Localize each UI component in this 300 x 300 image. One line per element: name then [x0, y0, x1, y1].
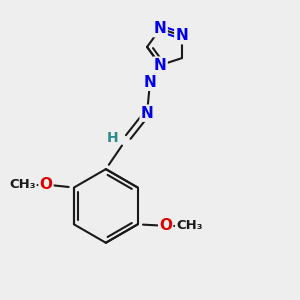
Text: O: O	[40, 177, 52, 192]
Text: CH₃: CH₃	[176, 219, 203, 232]
Text: CH₃: CH₃	[9, 178, 36, 191]
Text: N: N	[141, 106, 153, 121]
Text: N: N	[154, 58, 167, 73]
Text: N: N	[144, 75, 156, 90]
Text: O: O	[159, 218, 172, 233]
Text: N: N	[175, 28, 188, 43]
Text: H: H	[107, 130, 118, 145]
Text: N: N	[154, 21, 167, 36]
